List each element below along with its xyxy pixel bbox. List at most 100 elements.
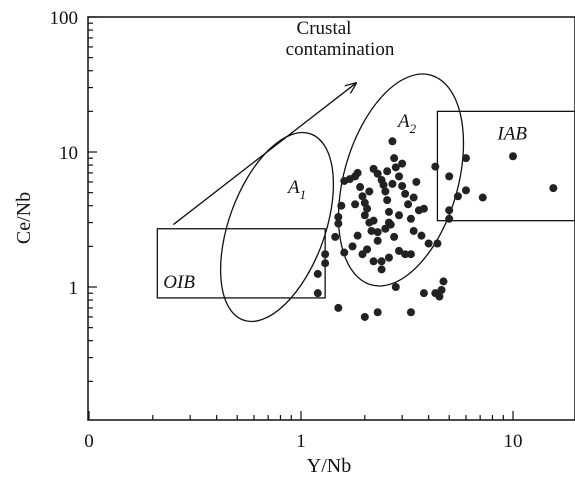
- data-point: [383, 196, 392, 205]
- data-point: [453, 192, 462, 201]
- data-point: [395, 246, 404, 255]
- data-point: [433, 239, 442, 248]
- data-point: [417, 231, 426, 240]
- data-point: [406, 308, 415, 317]
- data-point: [358, 192, 367, 201]
- data-point: [353, 168, 362, 177]
- ellipse-a2-label-main: A: [396, 111, 410, 132]
- data-point: [384, 218, 393, 227]
- data-point: [351, 200, 360, 209]
- data-point: [445, 214, 454, 223]
- data-point: [401, 189, 410, 198]
- data-point: [478, 193, 487, 202]
- data-point: [401, 250, 410, 259]
- data-point: [379, 180, 388, 189]
- ellipse-a1-label-main: A: [286, 177, 300, 198]
- data-point: [334, 213, 343, 222]
- data-point: [363, 245, 372, 254]
- x-tick-label: 10: [504, 431, 523, 452]
- data-point: [381, 224, 390, 233]
- x-tick-label: 1: [296, 431, 306, 452]
- data-point: [321, 259, 330, 268]
- y-tick-label: 1: [69, 278, 79, 299]
- data-point: [348, 242, 357, 251]
- x-axis: 0 1 10: [84, 411, 523, 452]
- data-point: [388, 179, 397, 188]
- data-point: [313, 289, 322, 298]
- data-point: [388, 137, 397, 146]
- data-point: [435, 292, 444, 301]
- data-point: [331, 232, 340, 241]
- data-point: [334, 219, 343, 228]
- data-point: [353, 231, 362, 240]
- data-point: [419, 204, 428, 213]
- data-point: [439, 277, 448, 286]
- x-axis-title: Y/Nb: [307, 455, 351, 477]
- data-point: [369, 257, 378, 266]
- data-point: [391, 283, 400, 291]
- data-point: [363, 204, 372, 213]
- ellipse-a1-label: A1: [286, 177, 306, 202]
- data-point: [461, 186, 470, 195]
- data-point: [419, 289, 428, 298]
- data-point: [334, 303, 343, 312]
- x-tick-label: 0: [84, 431, 94, 452]
- plot-frame: [87, 16, 575, 421]
- data-point: [409, 193, 418, 202]
- y-tick-label: 100: [50, 8, 79, 29]
- arrow-label-line-2: contamination: [286, 39, 395, 60]
- data-point: [509, 152, 517, 161]
- y-axis-title: Ce/Nb: [13, 192, 35, 244]
- crustal-contamination-arrow: [172, 84, 355, 226]
- arrow-label-line-1: Crustal: [297, 18, 352, 39]
- data-point: [313, 269, 322, 278]
- ellipse-a2-label-sub: 2: [410, 121, 417, 136]
- data-point: [406, 214, 415, 223]
- data-point: [369, 216, 378, 225]
- field-label-iab: IAB: [496, 123, 527, 144]
- data-point: [406, 250, 415, 259]
- ellipse-a2-label: A2: [396, 111, 417, 136]
- data-point: [337, 201, 346, 210]
- data-point: [395, 172, 404, 181]
- data-point: [398, 159, 407, 168]
- y-tick-label: 10: [59, 143, 78, 164]
- data-point: [377, 265, 386, 274]
- data-point: [445, 172, 454, 181]
- ellipse-a1-label-sub: 1: [300, 187, 307, 202]
- data-point: [445, 206, 454, 215]
- data-point: [549, 184, 558, 193]
- data-point: [409, 226, 418, 235]
- data-point: [437, 286, 446, 295]
- data-point: [373, 308, 382, 317]
- data-point: [431, 162, 440, 171]
- ellipse-a1: [219, 131, 335, 323]
- data-point: [356, 183, 365, 192]
- data-point: [391, 163, 400, 172]
- data-point: [373, 228, 382, 237]
- data-point: [398, 181, 407, 190]
- data-point: [377, 257, 386, 266]
- data-point: [404, 200, 413, 209]
- data-point: [384, 207, 393, 216]
- data-point: [461, 154, 470, 163]
- data-point: [395, 211, 404, 220]
- data-point: [412, 177, 421, 186]
- data-point: [373, 169, 382, 178]
- data-points: [313, 137, 558, 321]
- data-point: [321, 250, 330, 259]
- data-point: [360, 312, 369, 321]
- data-point: [367, 226, 376, 235]
- data-point: [384, 253, 393, 262]
- data-point: [390, 154, 399, 163]
- data-point: [360, 211, 369, 220]
- data-point: [381, 187, 390, 196]
- data-point: [365, 187, 374, 196]
- field-label-oib: OIB: [163, 272, 195, 293]
- data-point: [390, 232, 399, 241]
- data-point: [383, 167, 392, 176]
- data-point: [424, 239, 433, 248]
- y-axis: 1 10 100: [50, 8, 97, 382]
- data-point: [340, 248, 349, 257]
